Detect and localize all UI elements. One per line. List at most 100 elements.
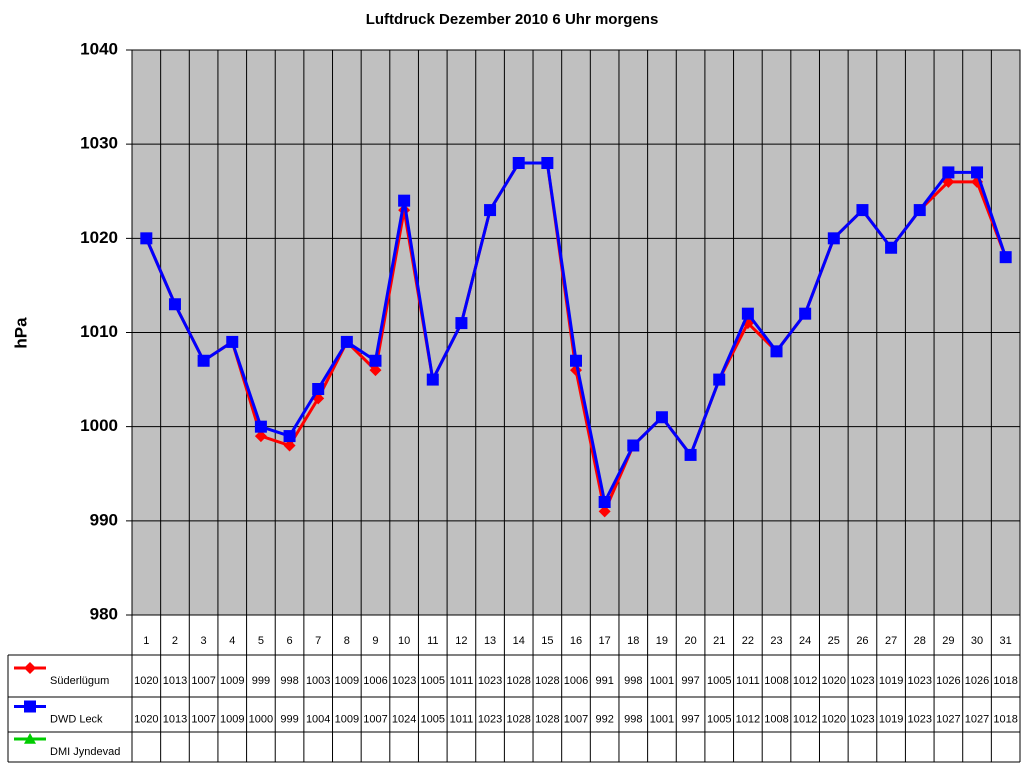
table-value: 997 — [681, 675, 699, 687]
table-value: 1020 — [822, 675, 846, 687]
marker — [684, 448, 697, 461]
table-value: 1019 — [879, 713, 903, 725]
marker — [827, 232, 840, 245]
table-value: 1013 — [163, 675, 187, 687]
x-tick-label: 14 — [513, 635, 525, 647]
marker — [312, 383, 325, 395]
x-tick-label: 31 — [1000, 635, 1012, 647]
marker — [140, 232, 153, 245]
x-tick-label: 24 — [799, 635, 811, 647]
table-value: 1007 — [363, 713, 387, 725]
x-tick-label: 15 — [541, 635, 553, 647]
table-value: 998 — [280, 675, 298, 687]
x-tick-label: 23 — [770, 635, 782, 647]
table-value: 1023 — [392, 675, 416, 687]
marker — [369, 354, 382, 367]
table-value: 1023 — [478, 713, 502, 725]
table-value: 1027 — [936, 713, 960, 725]
table-value: 1005 — [707, 713, 731, 725]
x-tick-label: 9 — [372, 635, 378, 647]
table-value: 1018 — [993, 675, 1017, 687]
x-tick-label: 5 — [258, 635, 264, 647]
y-tick-label: 990 — [90, 510, 118, 529]
x-tick-label: 17 — [599, 635, 611, 647]
table-value: 1023 — [907, 713, 931, 725]
table-value: 1003 — [306, 675, 330, 687]
table-value: 1008 — [764, 675, 788, 687]
marker — [770, 345, 783, 358]
marker — [971, 166, 984, 179]
marker — [885, 241, 898, 254]
x-tick-label: 12 — [455, 635, 467, 647]
marker — [598, 505, 611, 518]
table-value: 1012 — [793, 713, 817, 725]
marker — [398, 194, 411, 207]
table-value: 1009 — [220, 713, 244, 725]
marker — [627, 439, 640, 452]
table-value: 1007 — [564, 713, 588, 725]
marker — [283, 439, 296, 452]
x-tick-label: 19 — [656, 635, 668, 647]
x-tick-label: 4 — [229, 635, 235, 647]
table-value: 1019 — [879, 675, 903, 687]
table-value: 1023 — [850, 713, 874, 725]
marker — [741, 307, 754, 320]
marker — [168, 298, 181, 311]
table-value: 1001 — [650, 675, 674, 687]
marker — [942, 166, 955, 179]
x-tick-label: 2 — [172, 635, 178, 647]
table-value: 1011 — [450, 713, 474, 725]
table-value: 1026 — [936, 675, 960, 687]
y-tick-label: 980 — [90, 604, 118, 623]
table-value: 1012 — [736, 713, 760, 725]
x-tick-label: 20 — [684, 635, 696, 647]
y-tick-label: 1030 — [80, 134, 118, 153]
table-value: 1005 — [421, 675, 445, 687]
marker — [369, 364, 382, 377]
marker — [226, 335, 239, 348]
marker — [426, 373, 439, 386]
table-value: 1028 — [535, 713, 559, 725]
table-value: 991 — [595, 675, 613, 687]
table-value: 1006 — [564, 675, 588, 687]
table-value: 1027 — [965, 713, 989, 725]
table-value: 1004 — [306, 713, 330, 725]
x-tick-label: 29 — [942, 635, 954, 647]
x-tick-label: 7 — [315, 635, 321, 647]
x-tick-label: 13 — [484, 635, 496, 647]
y-tick-label: 1020 — [80, 228, 118, 247]
x-tick-label: 8 — [344, 635, 350, 647]
y-tick-label: 1000 — [80, 416, 118, 435]
x-tick-label: 27 — [885, 635, 897, 647]
marker — [512, 157, 525, 169]
x-tick-label: 10 — [398, 635, 410, 647]
table-value: 1023 — [478, 675, 502, 687]
x-tick-label: 26 — [856, 635, 868, 647]
marker — [24, 662, 36, 674]
legend-label: Süderlügum — [50, 675, 109, 687]
table-value: 998 — [624, 675, 642, 687]
marker — [455, 317, 468, 330]
table-value: 997 — [681, 713, 699, 725]
x-tick-label: 11 — [427, 635, 438, 647]
table-value: 1023 — [850, 675, 874, 687]
table-value: 1011 — [736, 675, 760, 687]
table-value: 992 — [595, 713, 613, 725]
table-value: 1000 — [249, 713, 273, 725]
table-value: 1026 — [965, 675, 989, 687]
y-tick-label: 1010 — [80, 322, 118, 341]
marker — [283, 430, 296, 443]
table-value: 1008 — [764, 713, 788, 725]
table-value: 1011 — [450, 675, 474, 687]
marker — [713, 373, 726, 386]
x-tick-label: 28 — [914, 635, 926, 647]
x-tick-label: 3 — [201, 635, 207, 647]
marker — [570, 354, 582, 367]
table-value: 1024 — [392, 713, 416, 725]
table-value: 1006 — [363, 675, 387, 687]
table-value: 1009 — [335, 713, 359, 725]
table-value: 999 — [280, 713, 298, 725]
marker — [254, 420, 267, 433]
table-value: 1005 — [421, 713, 445, 725]
